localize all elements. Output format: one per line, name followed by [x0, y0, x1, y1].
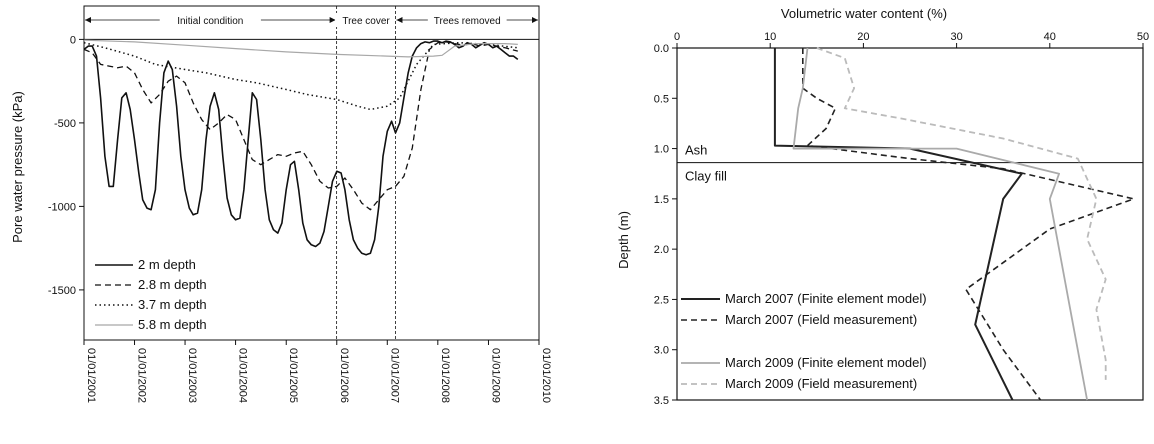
period-annotations: Initial condition Tree cover Trees removed — [85, 6, 538, 340]
period-label-bg — [159, 13, 261, 27]
series-line-march-2009-finite-element-model — [792, 47, 1088, 401]
left-x-tick-label: 01/01/2001 — [85, 348, 97, 403]
left-x-tick-label: 01/01/2009 — [489, 348, 501, 403]
left-y-axis-label: Pore water pressure (kPa) — [10, 91, 25, 243]
period-arrow-right — [329, 17, 336, 23]
left-x-tick-label: 01/01/2003 — [186, 348, 198, 403]
period-arrow-left — [396, 17, 403, 23]
legend-label-3-7-m-depth: 3.7 m depth — [138, 297, 207, 312]
right-ticks: 0 10 20 30 40 50 0.0 0.5 1.0 1.5 2.0 2.5 3.0 3.5 — [654, 31, 1149, 407]
right-x-tick-label: 10 — [764, 31, 776, 43]
left-x-tick-label: 01/01/2010 — [540, 348, 552, 403]
left-x-tick-label: 01/01/2004 — [237, 348, 249, 403]
right-x-tick-label: 40 — [1044, 31, 1056, 43]
period-arrow-right — [532, 17, 538, 23]
legend-label-2-m-depth: 2 m depth — [138, 257, 196, 272]
left-y-tick-label: 0 — [70, 34, 76, 46]
left-legend: 2 m depth 2.8 m depth 3.7 m depth 5.8 m dep… — [95, 257, 207, 332]
series-line-march-2009-field-measurement — [816, 47, 1107, 380]
left-y-tick-label: -1500 — [48, 285, 76, 297]
right-y-axis-label: Depth (m) — [616, 211, 631, 269]
right-legend: March 2007 (Finite element model) March 2… — [681, 291, 927, 391]
right-x-tick-label: 20 — [857, 31, 869, 43]
left-y-tick-label: -1000 — [48, 201, 76, 213]
right-y-tick-label: 1.0 — [654, 144, 669, 156]
right-x-tick-label: 0 — [674, 31, 680, 43]
series-line-5-8-m-depth — [83, 39, 518, 58]
right-x-tick-label: 30 — [950, 31, 962, 43]
left-axes — [83, 5, 540, 341]
left-ticks: 0 -500 -1000 -1500 01/01/2001 01/01/2002 01/01… — [48, 34, 552, 403]
left-x-tick-label: 01/01/2006 — [338, 348, 350, 403]
right-x-tick-label: 50 — [1137, 31, 1149, 43]
right-y-tick-label: 3.0 — [654, 345, 669, 357]
legend-label-2-8-m-depth: 2.8 m depth — [138, 277, 207, 292]
legend-label-march-2007-field-measurement: March 2007 (Field measurement) — [725, 312, 917, 327]
series-line-2-m-depth — [83, 40, 519, 256]
legend-label-march-2007-finite-element-model: March 2007 (Finite element model) — [725, 291, 927, 306]
right-y-tick-label: 0.0 — [654, 43, 669, 55]
period-label-tree-cover: Tree cover — [342, 16, 390, 27]
right-y-tick-label: 1.5 — [654, 194, 669, 206]
left-x-tick-label: 01/01/2002 — [136, 348, 148, 403]
pore-pressure-chart: Pore water pressure (kPa) Initial condit… — [10, 5, 552, 403]
right-x-axis-label: Volumetric water content (%) — [781, 6, 947, 21]
series-line-march-2007-field-measurement — [801, 48, 1135, 401]
water-content-chart: Volumetric water content (%) Depth (m) A… — [616, 6, 1149, 407]
right-plot-frame — [676, 47, 1144, 401]
right-series-lines — [773, 47, 1135, 401]
series-line-2-8-m-depth — [83, 41, 518, 211]
legend-label-march-2009-finite-element-model: March 2009 (Finite element model) — [725, 355, 927, 370]
legend-label-5-8-m-depth: 5.8 m depth — [138, 317, 207, 332]
soil-layers: Ash Clay fill — [677, 143, 1143, 184]
right-axes — [676, 47, 1144, 401]
left-x-tick-label: 01/01/2005 — [287, 348, 299, 403]
left-x-tick-label: 01/01/2007 — [388, 348, 400, 403]
period-label-bg — [427, 13, 507, 27]
left-x-tick-label: 01/01/2008 — [439, 348, 451, 403]
left-series-lines — [83, 39, 519, 256]
right-y-tick-label: 2.5 — [654, 294, 669, 306]
right-y-tick-label: 2.0 — [654, 244, 669, 256]
period-arrow-left — [85, 17, 91, 23]
period-label-bg — [335, 13, 398, 27]
right-y-tick-label: 3.5 — [654, 395, 669, 407]
period-label-initial-condition: Initial condition — [177, 16, 243, 27]
right-y-tick-label: 0.5 — [654, 93, 669, 105]
period-label-trees-removed: Trees removed — [434, 16, 501, 27]
layer-label-ash: Ash — [685, 143, 707, 158]
left-plot-frame — [83, 5, 540, 341]
series-line-march-2007-finite-element-model — [773, 48, 1023, 401]
left-y-tick-label: -500 — [54, 118, 76, 130]
legend-label-march-2009-field-measurement: March 2009 (Field measurement) — [725, 376, 917, 391]
layer-label-clay-fill: Clay fill — [685, 169, 727, 184]
